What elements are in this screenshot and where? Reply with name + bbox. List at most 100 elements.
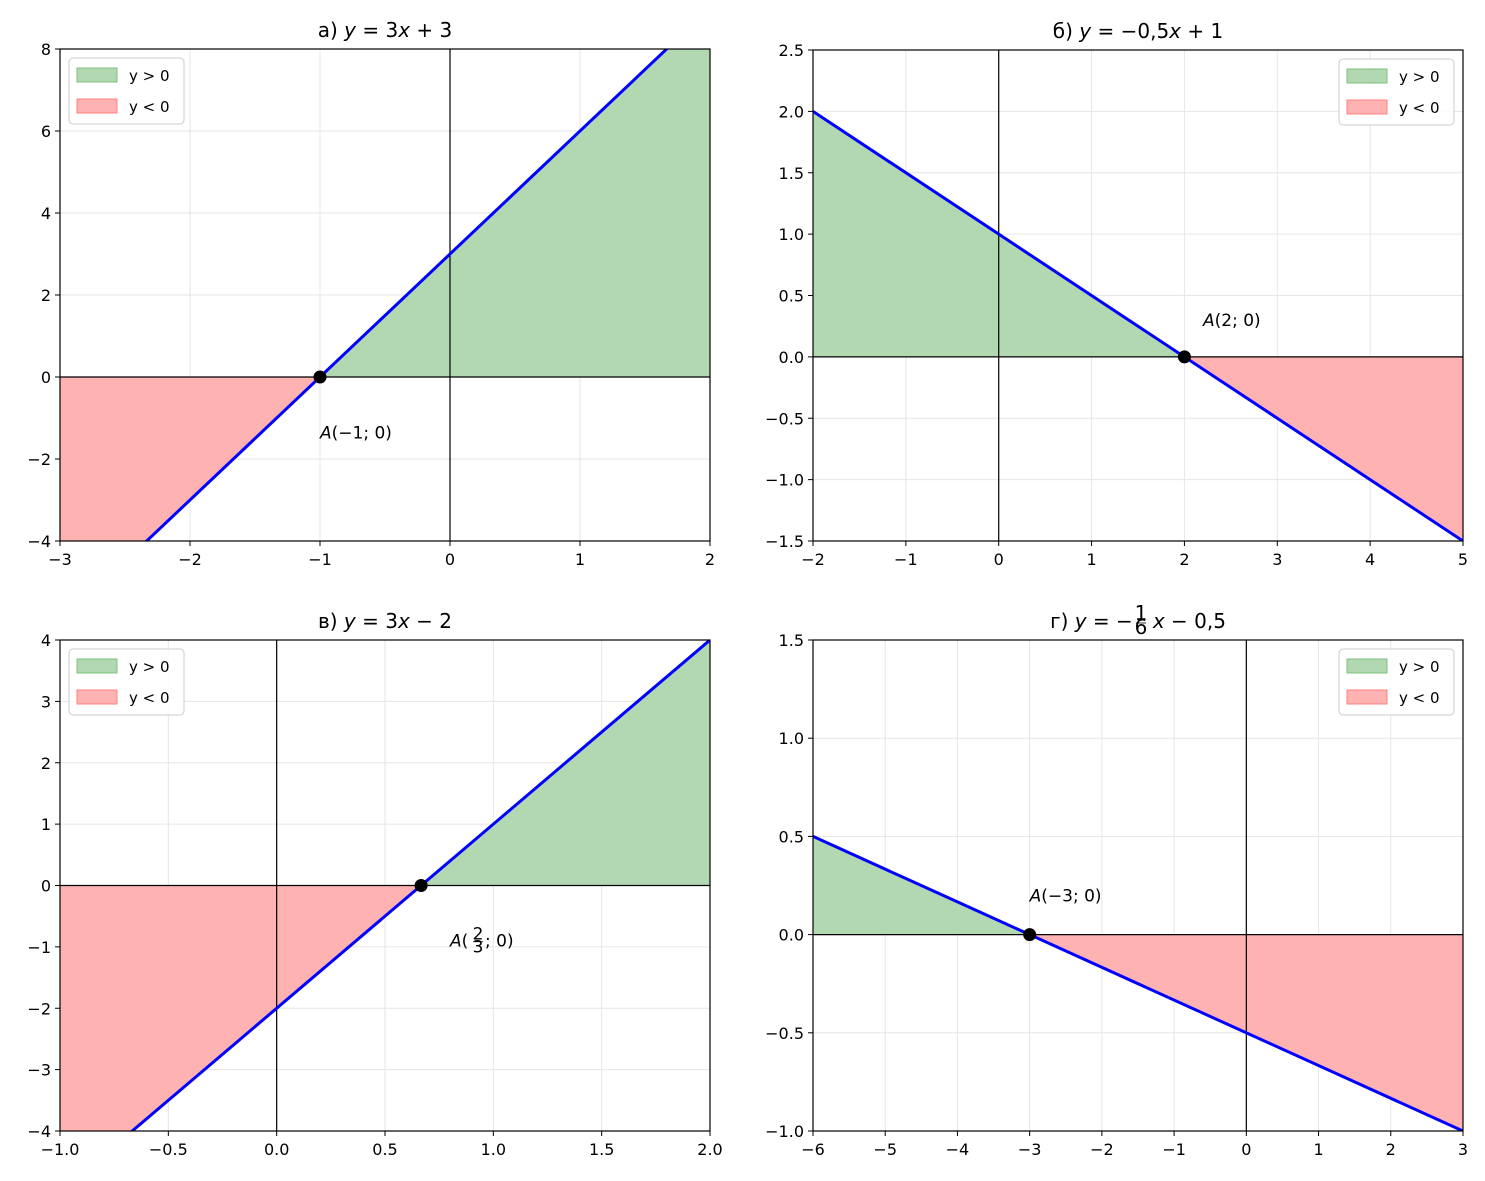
- subplot-title: г) y = − x − 0,516: [1050, 601, 1226, 639]
- y-tick-label: −3: [27, 1061, 51, 1080]
- legend-label-negative: y < 0: [129, 98, 170, 116]
- y-tick-label: 8: [41, 40, 51, 59]
- y-tick-label: 1.0: [779, 729, 804, 748]
- subplot-3: A(23; 0)−1.0 −0.5 0.0 0.5 1.0 1.5 2.0−4−3−2−10…: [27, 609, 722, 1159]
- x-tick-label: 1.0: [481, 1140, 506, 1159]
- root-annotation: A(23; 0): [449, 925, 514, 958]
- legend: y > 0 y < 0: [1338, 58, 1455, 126]
- x-tick-label: −0.5: [149, 1140, 188, 1159]
- y-tick-label: 1: [41, 815, 51, 834]
- legend-label-negative: y < 0: [1399, 99, 1440, 117]
- subplot-4: A(−3; 0) −6 −5 −4 −3 −2 −1 0 1 2 3 −1.0 −0.5 0.0 0.5 1.…: [765, 601, 1468, 1159]
- x-tick-label: 2: [1179, 550, 1189, 569]
- y-tick-label: 4: [41, 204, 51, 223]
- fraction-denominator: 3: [473, 938, 484, 958]
- title-text: а) y = 3x + 3: [318, 18, 453, 42]
- function-line: [813, 835, 1463, 1131]
- legend-label-negative: y < 0: [129, 689, 170, 707]
- title-text: г) y = − x − 0,5: [1050, 609, 1226, 633]
- y-tick-label: 2: [41, 754, 51, 773]
- x-tick-label: −4: [946, 1140, 970, 1159]
- x-tick-label: −1.0: [41, 1140, 80, 1159]
- x-tick-label: 2: [1386, 1140, 1396, 1159]
- x-tick-label: 1: [575, 550, 585, 569]
- annotation-text: A(−3; 0): [1029, 886, 1102, 906]
- x-tick-label: 0: [445, 550, 455, 569]
- y-tick-label: 1.5: [779, 631, 804, 650]
- positive-region: [813, 111, 1463, 357]
- negative-region: [813, 356, 1463, 541]
- y-tick-label: 4: [41, 631, 51, 650]
- x-tick-label: 2: [705, 550, 715, 569]
- x-tick-label: 1: [1086, 550, 1096, 569]
- function-line: [813, 110, 1463, 541]
- x-tick-label: 5: [1458, 550, 1468, 569]
- y-tick-label: 1.0: [779, 225, 804, 244]
- y-tick-label: −4: [27, 1122, 51, 1141]
- legend-label-negative: y < 0: [1399, 689, 1440, 707]
- positive-region: [60, 640, 710, 886]
- root-annotation: A(−1; 0): [319, 423, 392, 443]
- subplot-title: в) y = 3x − 2: [318, 609, 452, 633]
- annotation-text: A(2; 0): [1202, 311, 1261, 331]
- legend-swatch-negative: [76, 689, 118, 705]
- x-tick-label: 0: [994, 550, 1004, 569]
- annotation-text: A(−1; 0): [319, 423, 392, 443]
- legend-label-positive: y > 0: [129, 658, 170, 676]
- x-tick-label: −1: [1162, 1140, 1186, 1159]
- legend: y > 0 y < 0: [1338, 648, 1455, 716]
- annotation-rest: ; 0): [485, 932, 514, 952]
- annotation-text: A(: [449, 932, 468, 952]
- x-tick-label: −1: [894, 550, 918, 569]
- legend: y > 0 y < 0: [68, 57, 185, 125]
- y-tick-label: −1.0: [765, 471, 804, 490]
- y-tick-label: −2: [27, 450, 51, 469]
- plot-area: [60, 49, 710, 541]
- legend-swatch-positive: [1346, 658, 1388, 674]
- subplot-1: A(−1; 0) −3 −2 −1 0 1 2 −4 −2 0 2 4 6 8 а) y = 3x + 3 y…: [27, 18, 715, 569]
- y-tick-label: 0.0: [779, 348, 804, 367]
- legend-swatch-positive: [1346, 68, 1388, 84]
- y-tick-label: 0: [41, 368, 51, 387]
- y-tick-label: −1: [27, 938, 51, 957]
- title-fraction-denominator: 6: [1135, 615, 1148, 639]
- legend-swatch-positive: [76, 658, 118, 674]
- y-tick-label: −4: [27, 532, 51, 551]
- axes-frame: [812, 639, 1464, 1132]
- legend-swatch-positive: [76, 67, 118, 83]
- y-tick-label: 3: [41, 692, 51, 711]
- negative-region: [60, 377, 710, 541]
- title-fraction-numerator: 1: [1135, 601, 1148, 625]
- x-tick-label: −1: [308, 550, 332, 569]
- x-tick-label: −5: [873, 1140, 897, 1159]
- y-tick-label: 0.5: [779, 287, 804, 306]
- negative-region: [813, 934, 1463, 1131]
- y-tick-label: 2: [41, 286, 51, 305]
- root-point: [1177, 350, 1191, 364]
- x-tick-label: 4: [1365, 550, 1375, 569]
- legend-label-positive: y > 0: [129, 67, 170, 85]
- legend: y > 0 y < 0: [68, 648, 185, 716]
- x-tick-label: −6: [801, 1140, 825, 1159]
- subplot-title: а) y = 3x + 3: [318, 18, 453, 42]
- fraction-numerator: 2: [473, 925, 484, 945]
- y-tick-label: −0.5: [765, 1024, 804, 1043]
- root-point: [1023, 928, 1037, 942]
- x-tick-label: 2.0: [697, 1140, 722, 1159]
- legend-label-positive: y > 0: [1399, 68, 1440, 86]
- x-tick-label: −2: [801, 550, 825, 569]
- plot-area: [813, 50, 1463, 541]
- legend-label-positive: y > 0: [1399, 658, 1440, 676]
- x-tick-label: 3: [1272, 550, 1282, 569]
- y-tick-label: −0.5: [765, 409, 804, 428]
- positive-region: [813, 836, 1463, 935]
- x-tick-label: 1: [1313, 1140, 1323, 1159]
- negative-region: [60, 885, 710, 1131]
- legend-swatch-negative: [76, 98, 118, 114]
- y-tick-label: 6: [41, 122, 51, 141]
- x-tick-label: −3: [48, 550, 72, 569]
- x-tick-label: −3: [1018, 1140, 1042, 1159]
- x-tick-label: 1.5: [589, 1140, 614, 1159]
- subplot-title: б) y = −0,5x + 1: [1053, 19, 1223, 43]
- root-annotation: A(2; 0): [1202, 311, 1261, 331]
